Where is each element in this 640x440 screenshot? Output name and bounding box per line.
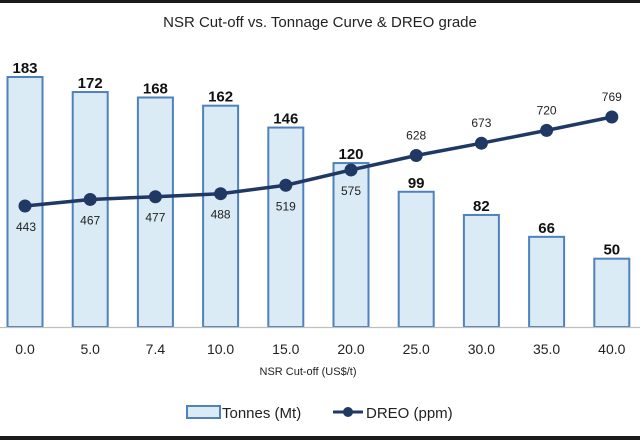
- line-marker: [18, 199, 32, 213]
- line-marker: [540, 123, 554, 137]
- line-series-dreo: [18, 110, 619, 213]
- line-marker: [409, 148, 423, 162]
- legend-swatch-bar-icon: [186, 405, 221, 419]
- x-axis-title: NSR Cut-off (US$/t): [260, 366, 357, 378]
- x-tick-label: 25.0: [403, 341, 430, 357]
- line-data-label: 628: [406, 128, 426, 142]
- bar-data-label: 183: [12, 60, 37, 77]
- line-data-label: 769: [602, 90, 622, 104]
- line-data-label: 477: [145, 211, 165, 225]
- bar: [202, 104, 240, 328]
- x-tick-label: 40.0: [598, 341, 625, 357]
- bar-data-label: 120: [338, 146, 363, 163]
- bar-data-label: 168: [143, 80, 168, 97]
- line-marker: [148, 190, 162, 204]
- bar-series-tonnes: [6, 76, 631, 329]
- bar: [462, 213, 500, 329]
- x-tick-label: 10.0: [207, 341, 234, 357]
- bar-data-label: 146: [273, 111, 298, 128]
- bar: [593, 257, 631, 329]
- top-border: [0, 0, 640, 3]
- line-data-label: 720: [537, 103, 557, 117]
- bar-data-label: 66: [538, 220, 555, 237]
- x-tick-label: 5.0: [80, 341, 100, 357]
- legend-item-tonnes: Tonnes (Mt): [186, 405, 301, 422]
- bar-data-label: 162: [208, 89, 233, 106]
- legend-item-dreo: DREO (ppm): [333, 405, 453, 422]
- bottom-border: [0, 436, 640, 440]
- bar: [71, 91, 109, 328]
- legend-label-tonnes: Tonnes (Mt): [222, 405, 301, 422]
- bar-data-label: 50: [603, 242, 620, 259]
- x-tick-label: 20.0: [337, 341, 364, 357]
- line-data-label: 488: [211, 208, 231, 222]
- legend-swatch-marker-icon: [343, 407, 353, 417]
- bar: [267, 126, 305, 328]
- line-marker: [279, 178, 293, 192]
- dreo-line: [24, 115, 613, 208]
- bar-data-label: 82: [473, 198, 490, 215]
- bar: [332, 162, 370, 328]
- line-data-labels: 443 467 477 488 519 575 628 673 720 769: [16, 90, 622, 234]
- bar: [528, 235, 566, 328]
- legend: Tonnes (Mt) DREO (ppm): [186, 405, 453, 422]
- bar-data-label: 172: [78, 75, 103, 92]
- x-tick-labels: 0.0 5.0 7.4 10.0 15.0 20.0 25.0 30.0 35.0 40.0: [15, 341, 625, 357]
- bar: [397, 190, 435, 328]
- line-marker: [83, 192, 97, 206]
- line-marker: [474, 136, 488, 150]
- line-data-label: 575: [341, 184, 361, 198]
- bar-data-label: 99: [408, 175, 425, 192]
- line-marker: [344, 163, 358, 177]
- legend-label-dreo: DREO (ppm): [366, 405, 453, 422]
- x-tick-label: 15.0: [272, 341, 299, 357]
- x-tick-label: 7.4: [146, 341, 166, 357]
- line-data-label: 443: [16, 220, 36, 234]
- x-tick-label: 35.0: [533, 341, 560, 357]
- line-data-label: 467: [80, 213, 100, 227]
- line-marker: [214, 187, 228, 201]
- line-marker: [605, 110, 619, 124]
- line-data-label: 519: [276, 199, 296, 213]
- x-tick-label: 30.0: [468, 341, 495, 357]
- chart-title: NSR Cut-off vs. Tonnage Curve & DREO gra…: [163, 14, 477, 31]
- bar-data-labels: 183 172 168 162 146 120 99 82 66 50: [12, 60, 620, 259]
- line-data-label: 673: [471, 116, 491, 130]
- x-tick-label: 0.0: [15, 341, 35, 357]
